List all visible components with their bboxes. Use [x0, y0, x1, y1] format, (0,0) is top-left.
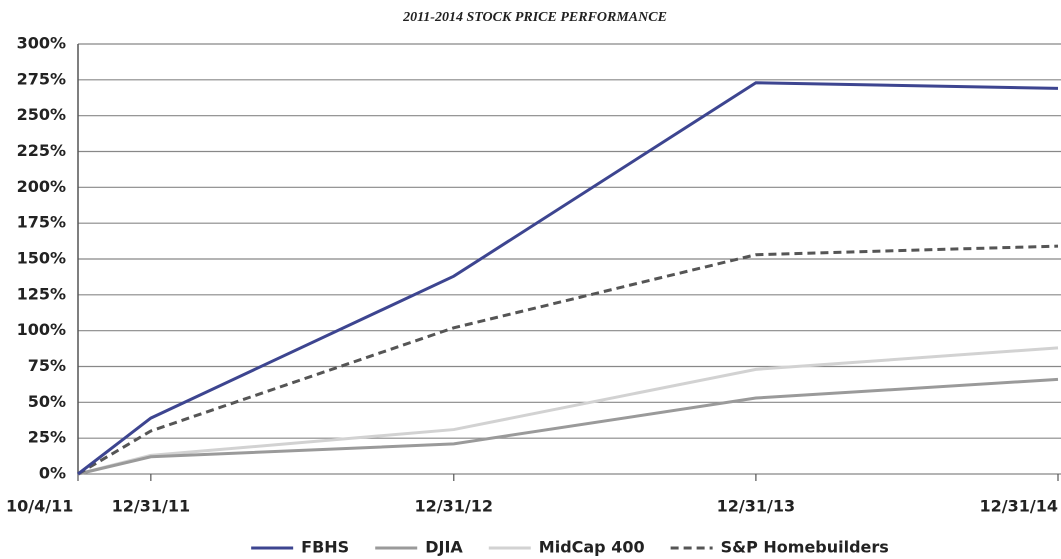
legend-label: MidCap 400	[539, 538, 645, 557]
y-tick-label: 100%	[17, 320, 66, 339]
legend-label: FBHS	[301, 538, 349, 557]
series-line	[77, 377, 1059, 476]
x-tick-label: 12/31/11	[112, 497, 190, 516]
x-tick-label: 12/31/12	[415, 497, 493, 516]
legend-label: DJIA	[425, 538, 463, 557]
chart-title: 2011-2014 STOCK PRICE PERFORMANCE	[402, 10, 667, 25]
y-tick-label: 200%	[17, 177, 66, 196]
x-tick-label: 12/31/14	[980, 497, 1058, 516]
x-tick-label: 10/4/11	[6, 497, 73, 516]
legend-label: S&P Homebuilders	[721, 538, 889, 557]
y-tick-label: 250%	[17, 105, 66, 124]
y-tick-label: 175%	[17, 213, 66, 232]
x-tick-label: 12/31/13	[717, 497, 795, 516]
y-tick-label: 75%	[28, 356, 66, 375]
series-line	[77, 81, 1059, 476]
y-tick-label: 150%	[17, 249, 66, 268]
y-tick-label: 300%	[17, 34, 66, 53]
y-tick-label: 25%	[28, 428, 66, 447]
y-tick-label: 225%	[17, 141, 66, 160]
y-tick-label: 275%	[17, 69, 66, 88]
y-tick-label: 0%	[39, 464, 66, 483]
y-tick-label: 50%	[28, 392, 66, 411]
series-line	[77, 244, 1059, 476]
y-tick-label: 125%	[17, 284, 66, 303]
